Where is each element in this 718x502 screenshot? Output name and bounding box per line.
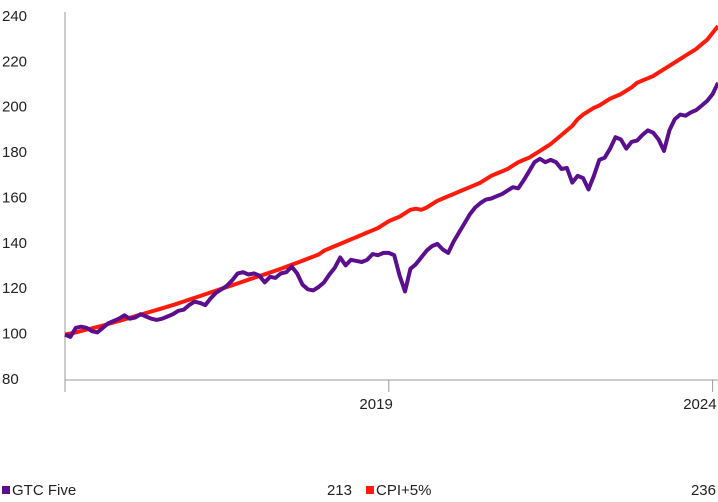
- x-tick-label: 2019: [359, 396, 392, 413]
- y-tick-label: 140: [2, 235, 27, 252]
- y-tick-label: 240: [2, 8, 27, 25]
- series-line: [64, 24, 718, 337]
- y-tick-label: 160: [2, 189, 27, 206]
- legend-value: 236: [691, 482, 716, 499]
- x-tick-label: 2024: [683, 396, 716, 413]
- legend-swatch: [366, 486, 374, 494]
- y-tick-label: 120: [2, 280, 27, 297]
- y-tick-label: 180: [2, 144, 27, 161]
- y-tick-label: 80: [2, 371, 19, 388]
- legend-label: CPI+5%: [376, 482, 431, 499]
- legend-label: GTC Five: [12, 482, 76, 499]
- y-tick-label: 200: [2, 99, 27, 116]
- legend-swatch: [2, 486, 10, 494]
- y-tick-label: 100: [2, 326, 27, 343]
- series-line: [64, 81, 718, 339]
- y-tick-label: 220: [2, 53, 27, 70]
- legend-value: 213: [327, 482, 352, 499]
